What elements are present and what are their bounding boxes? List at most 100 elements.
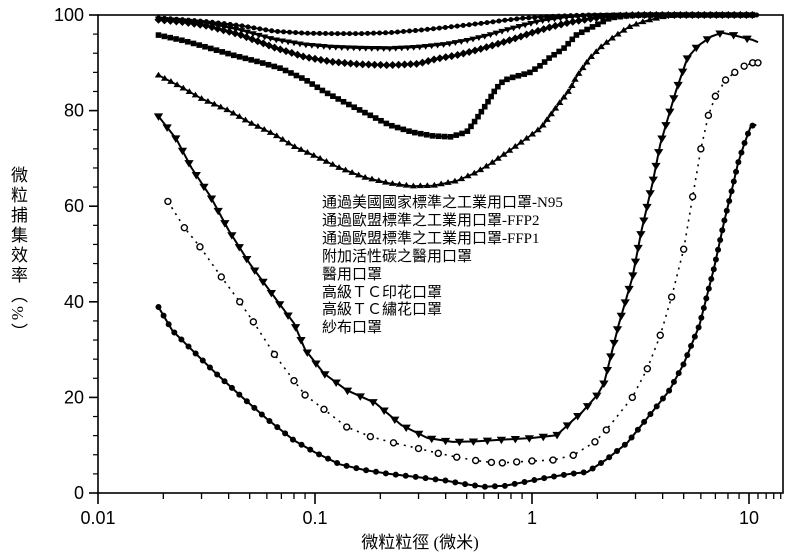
triangle-up-marker	[409, 182, 418, 189]
square-marker	[623, 13, 630, 19]
triangle-up-marker	[423, 182, 432, 189]
square-marker	[468, 123, 474, 130]
circle-marker	[289, 436, 296, 443]
square-marker	[282, 67, 289, 74]
x-tick-label: 0.1	[302, 508, 327, 528]
circle-marker	[334, 460, 341, 467]
triangle-down-marker	[338, 45, 346, 51]
diamond-marker	[178, 17, 187, 26]
square-marker	[605, 16, 612, 22]
triangle-down-marker	[162, 124, 172, 132]
diamond-marker	[352, 59, 361, 69]
circle-marker	[715, 246, 722, 253]
circle-marker	[580, 469, 587, 476]
circle-marker	[667, 293, 676, 301]
triangle-up-marker	[278, 136, 287, 142]
square-marker	[230, 52, 237, 59]
square-marker	[527, 69, 533, 76]
legend-item-n95: 通過美國國家標準之工業用口罩-N95	[322, 195, 563, 211]
circle-marker	[192, 350, 199, 357]
triangle-up-marker	[687, 11, 695, 18]
triangle-up-marker	[290, 143, 299, 149]
triangle-down-marker	[702, 36, 713, 44]
square-marker	[459, 130, 465, 137]
circle-marker	[472, 482, 479, 489]
circle-marker	[711, 92, 720, 100]
triangle-up-marker	[620, 26, 628, 33]
square-marker	[600, 18, 607, 25]
circle-marker	[710, 266, 717, 273]
square-marker	[319, 87, 326, 94]
diamond-marker	[248, 35, 257, 44]
triangle-up-marker	[632, 20, 640, 27]
circle-marker	[412, 473, 419, 480]
circle-marker	[233, 22, 239, 28]
circle-marker	[353, 31, 359, 37]
circle-marker	[704, 111, 713, 120]
triangle-down-marker	[390, 416, 400, 425]
diamond-marker	[522, 30, 531, 39]
circle-marker	[502, 17, 508, 23]
triangle-down-marker	[355, 393, 365, 401]
circle-marker	[643, 365, 652, 373]
circle-marker	[301, 391, 309, 399]
triangle-up-marker	[260, 126, 268, 132]
triangle-down-marker	[184, 160, 194, 168]
square-marker	[541, 59, 548, 65]
circle-marker	[501, 482, 508, 489]
circle-marker	[511, 480, 518, 487]
square-marker	[167, 34, 174, 41]
triangle-down-marker	[231, 26, 240, 33]
triangle-up-marker	[522, 134, 531, 141]
triangle-down-marker	[524, 435, 534, 443]
triangle-down-marker	[326, 44, 334, 51]
circle-marker	[217, 273, 225, 281]
circle-marker	[171, 329, 178, 336]
triangle-up-marker	[715, 11, 723, 18]
triangle-down-marker	[206, 195, 217, 203]
circle-marker	[236, 298, 244, 306]
triangle-down-marker	[573, 413, 583, 421]
circle-marker	[418, 27, 424, 33]
circle-marker	[735, 159, 742, 166]
triangle-down-marker	[509, 25, 518, 32]
diamond-marker	[494, 39, 503, 48]
triangle-down-marker	[574, 13, 583, 20]
square-marker	[565, 40, 571, 47]
diamond-marker	[406, 60, 415, 69]
triangle-down-marker	[527, 21, 535, 27]
circle-marker	[591, 438, 599, 446]
circle-marker	[514, 16, 520, 22]
circle-marker	[430, 26, 436, 32]
square-marker	[417, 130, 424, 137]
triangle-down-marker	[742, 35, 752, 44]
circle-marker	[728, 188, 735, 195]
triangle-up-marker	[592, 48, 600, 55]
square-marker	[478, 108, 485, 115]
circle-marker	[679, 245, 688, 253]
circle-marker	[508, 17, 514, 23]
triangle-up-marker	[328, 161, 337, 167]
triangle-up-marker	[587, 53, 595, 59]
circle-marker	[549, 456, 557, 464]
diamond-marker	[219, 26, 228, 35]
circle-marker	[520, 15, 526, 21]
square-marker	[356, 107, 363, 113]
triangle-up-marker	[564, 88, 572, 94]
circle-marker	[275, 28, 281, 34]
circle-marker	[366, 432, 375, 441]
triangle-up-marker	[341, 166, 350, 173]
triangle-up-marker	[457, 175, 466, 182]
triangle-down-marker	[609, 339, 619, 348]
circle-marker	[531, 477, 538, 484]
square-marker	[485, 98, 491, 105]
triangle-up-marker	[210, 100, 219, 107]
circle-marker	[606, 454, 613, 461]
triangle-up-marker	[179, 84, 187, 91]
square-marker	[330, 93, 336, 99]
triangle-down-marker	[492, 30, 500, 37]
circle-marker	[266, 417, 273, 424]
circle-marker	[343, 423, 351, 431]
diamond-marker	[160, 16, 169, 25]
triangle-up-marker	[652, 14, 661, 21]
